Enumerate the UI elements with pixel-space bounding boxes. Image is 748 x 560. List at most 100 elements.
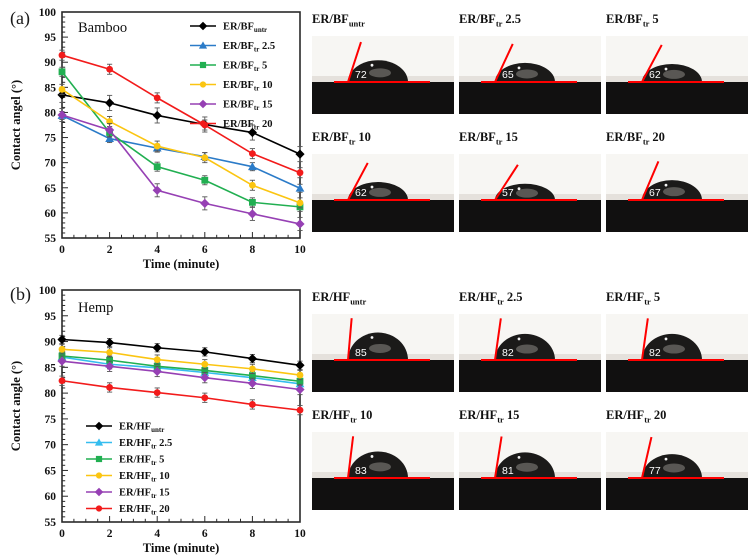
- svg-text:ER/HFtr 10: ER/HFtr 10: [119, 471, 170, 484]
- droplet-photo: 67: [606, 154, 748, 232]
- svg-text:ER/HFtr 20: ER/HFtr 20: [119, 504, 170, 517]
- svg-text:4: 4: [154, 244, 160, 256]
- svg-text:0: 0: [59, 528, 65, 540]
- droplet-photo: 62: [606, 36, 748, 114]
- svg-text:60: 60: [45, 208, 57, 220]
- droplet-photo: 82: [459, 314, 601, 392]
- photo-label-prefix: ER/BF: [312, 130, 349, 144]
- photo-label: ER/BFtr 5: [606, 12, 748, 29]
- droplet-photo: 85: [312, 314, 454, 392]
- droplet-photo: 62: [312, 154, 454, 232]
- svg-text:Bamboo: Bamboo: [78, 20, 127, 36]
- svg-text:55: 55: [45, 233, 57, 245]
- droplet-photo: 82: [606, 314, 748, 392]
- svg-text:65: 65: [45, 465, 57, 477]
- svg-text:ER/BFtr 10: ER/BFtr 10: [223, 80, 273, 93]
- svg-text:82: 82: [649, 347, 661, 359]
- svg-text:55: 55: [45, 517, 57, 529]
- svg-text:62: 62: [355, 187, 367, 199]
- droplet-photo: 72: [312, 36, 454, 114]
- svg-text:ER/HFtr 5: ER/HFtr 5: [119, 455, 164, 468]
- contact-photo-cell: ER/HFtr 20 77: [606, 408, 748, 510]
- svg-text:90: 90: [45, 337, 57, 349]
- photo-label: ER/HFtr 2.5: [459, 290, 601, 307]
- svg-text:ER/HFtr 2.5: ER/HFtr 2.5: [119, 438, 172, 451]
- photo-label: ER/HFtr 20: [606, 408, 748, 425]
- photo-label: ER/HFtr 15: [459, 408, 601, 425]
- svg-text:ER/HFuntr: ER/HFuntr: [119, 422, 164, 435]
- photo-label-sub: tr: [642, 18, 650, 29]
- contact-photo-cell: ER/BFtr 15 57: [459, 130, 601, 232]
- hemp-droplet-photo-grid: ER/HFuntr 85 ER/HFtr 2.5 82 ER/HFtr 5 82 E…: [312, 290, 748, 510]
- svg-text:Hemp: Hemp: [78, 300, 113, 316]
- photo-label-sub: tr: [644, 296, 651, 307]
- svg-text:Time (minute): Time (minute): [143, 541, 220, 555]
- photo-label: ER/HFtr 10: [312, 408, 454, 425]
- photo-label-sub: tr: [495, 136, 503, 147]
- svg-text:75: 75: [45, 133, 57, 145]
- photo-label-suffix: 2.5: [506, 290, 523, 304]
- svg-text:2: 2: [107, 244, 113, 256]
- svg-text:10: 10: [294, 244, 306, 256]
- photo-label-suffix: 20: [652, 130, 665, 144]
- svg-text:77: 77: [649, 465, 661, 477]
- svg-text:4: 4: [154, 528, 160, 540]
- svg-text:80: 80: [45, 107, 57, 119]
- photo-label: ER/BFtr 2.5: [459, 12, 601, 29]
- svg-text:ER/BFtr 5: ER/BFtr 5: [223, 61, 267, 74]
- contact-photo-cell: ER/HFtr 15 81: [459, 408, 601, 510]
- svg-text:6: 6: [202, 244, 208, 256]
- svg-text:75: 75: [45, 414, 57, 426]
- contact-photo-cell: ER/HFtr 5 82: [606, 290, 748, 392]
- svg-text:Time (minute): Time (minute): [143, 257, 220, 271]
- photo-label: ER/HFtr 5: [606, 290, 748, 307]
- photo-label-sub: tr: [350, 414, 357, 425]
- svg-text:95: 95: [45, 311, 57, 323]
- svg-text:10: 10: [294, 528, 306, 540]
- droplet-photo: 77: [606, 432, 748, 510]
- svg-text:Contact angel (°): Contact angel (°): [9, 80, 23, 170]
- photo-label-prefix: ER/BF: [459, 130, 496, 144]
- photo-label-prefix: ER/BF: [459, 12, 496, 26]
- svg-text:85: 85: [355, 347, 367, 359]
- photo-label-suffix: 10: [358, 130, 371, 144]
- svg-text:62: 62: [649, 69, 661, 81]
- svg-text:85: 85: [45, 362, 57, 374]
- bamboo-droplet-photo-grid: ER/BFuntr 72 ER/BFtr 2.5 65 ER/BFtr 5 62 E…: [312, 12, 748, 232]
- contact-photo-cell: ER/BFtr 10 62: [312, 130, 454, 232]
- svg-text:100: 100: [39, 7, 57, 19]
- photo-label-sub: tr: [642, 136, 650, 147]
- photo-label-prefix: ER/BF: [606, 130, 643, 144]
- photo-label-prefix: ER/HF: [312, 290, 351, 304]
- svg-text:95: 95: [45, 32, 57, 44]
- contact-photo-cell: ER/BFtr 20 67: [606, 130, 748, 232]
- photo-label-suffix: 20: [653, 408, 667, 422]
- photo-label-sub: tr: [644, 414, 651, 425]
- droplet-photo: 83: [312, 432, 454, 510]
- contact-photo-cell: ER/HFtr 2.5 82: [459, 290, 601, 392]
- photo-label-prefix: ER/HF: [606, 408, 645, 422]
- photo-label-suffix: 5: [652, 12, 659, 26]
- photo-label-sub: tr: [348, 136, 356, 147]
- droplet-photo: 65: [459, 36, 601, 114]
- svg-text:8: 8: [250, 528, 256, 540]
- photo-label-prefix: ER/BF: [312, 12, 349, 26]
- svg-text:81: 81: [502, 465, 514, 477]
- svg-text:67: 67: [649, 187, 661, 199]
- svg-text:8: 8: [250, 244, 256, 256]
- svg-text:60: 60: [45, 491, 57, 503]
- svg-text:90: 90: [45, 57, 57, 69]
- photo-label-suffix: 15: [505, 130, 518, 144]
- photo-label: ER/BFtr 15: [459, 130, 601, 147]
- panel-a-label: (a): [10, 8, 30, 28]
- photo-label-sub: untr: [350, 296, 367, 307]
- svg-text:ER/BFtr 15: ER/BFtr 15: [223, 100, 273, 113]
- contact-photo-cell: ER/HFuntr 85: [312, 290, 454, 392]
- photo-label-suffix: 5: [653, 290, 661, 304]
- droplet-photo: 81: [459, 432, 601, 510]
- svg-text:6: 6: [202, 528, 208, 540]
- photo-label: ER/BFuntr: [312, 12, 454, 29]
- contact-photo-cell: ER/BFtr 5 62: [606, 12, 748, 114]
- contact-angle-chart-hemp: 0 2 4 6 8 10 55 60 65 70 75 80 85 90 95 100 Time (minute…: [9, 285, 306, 555]
- svg-text:65: 65: [502, 69, 514, 81]
